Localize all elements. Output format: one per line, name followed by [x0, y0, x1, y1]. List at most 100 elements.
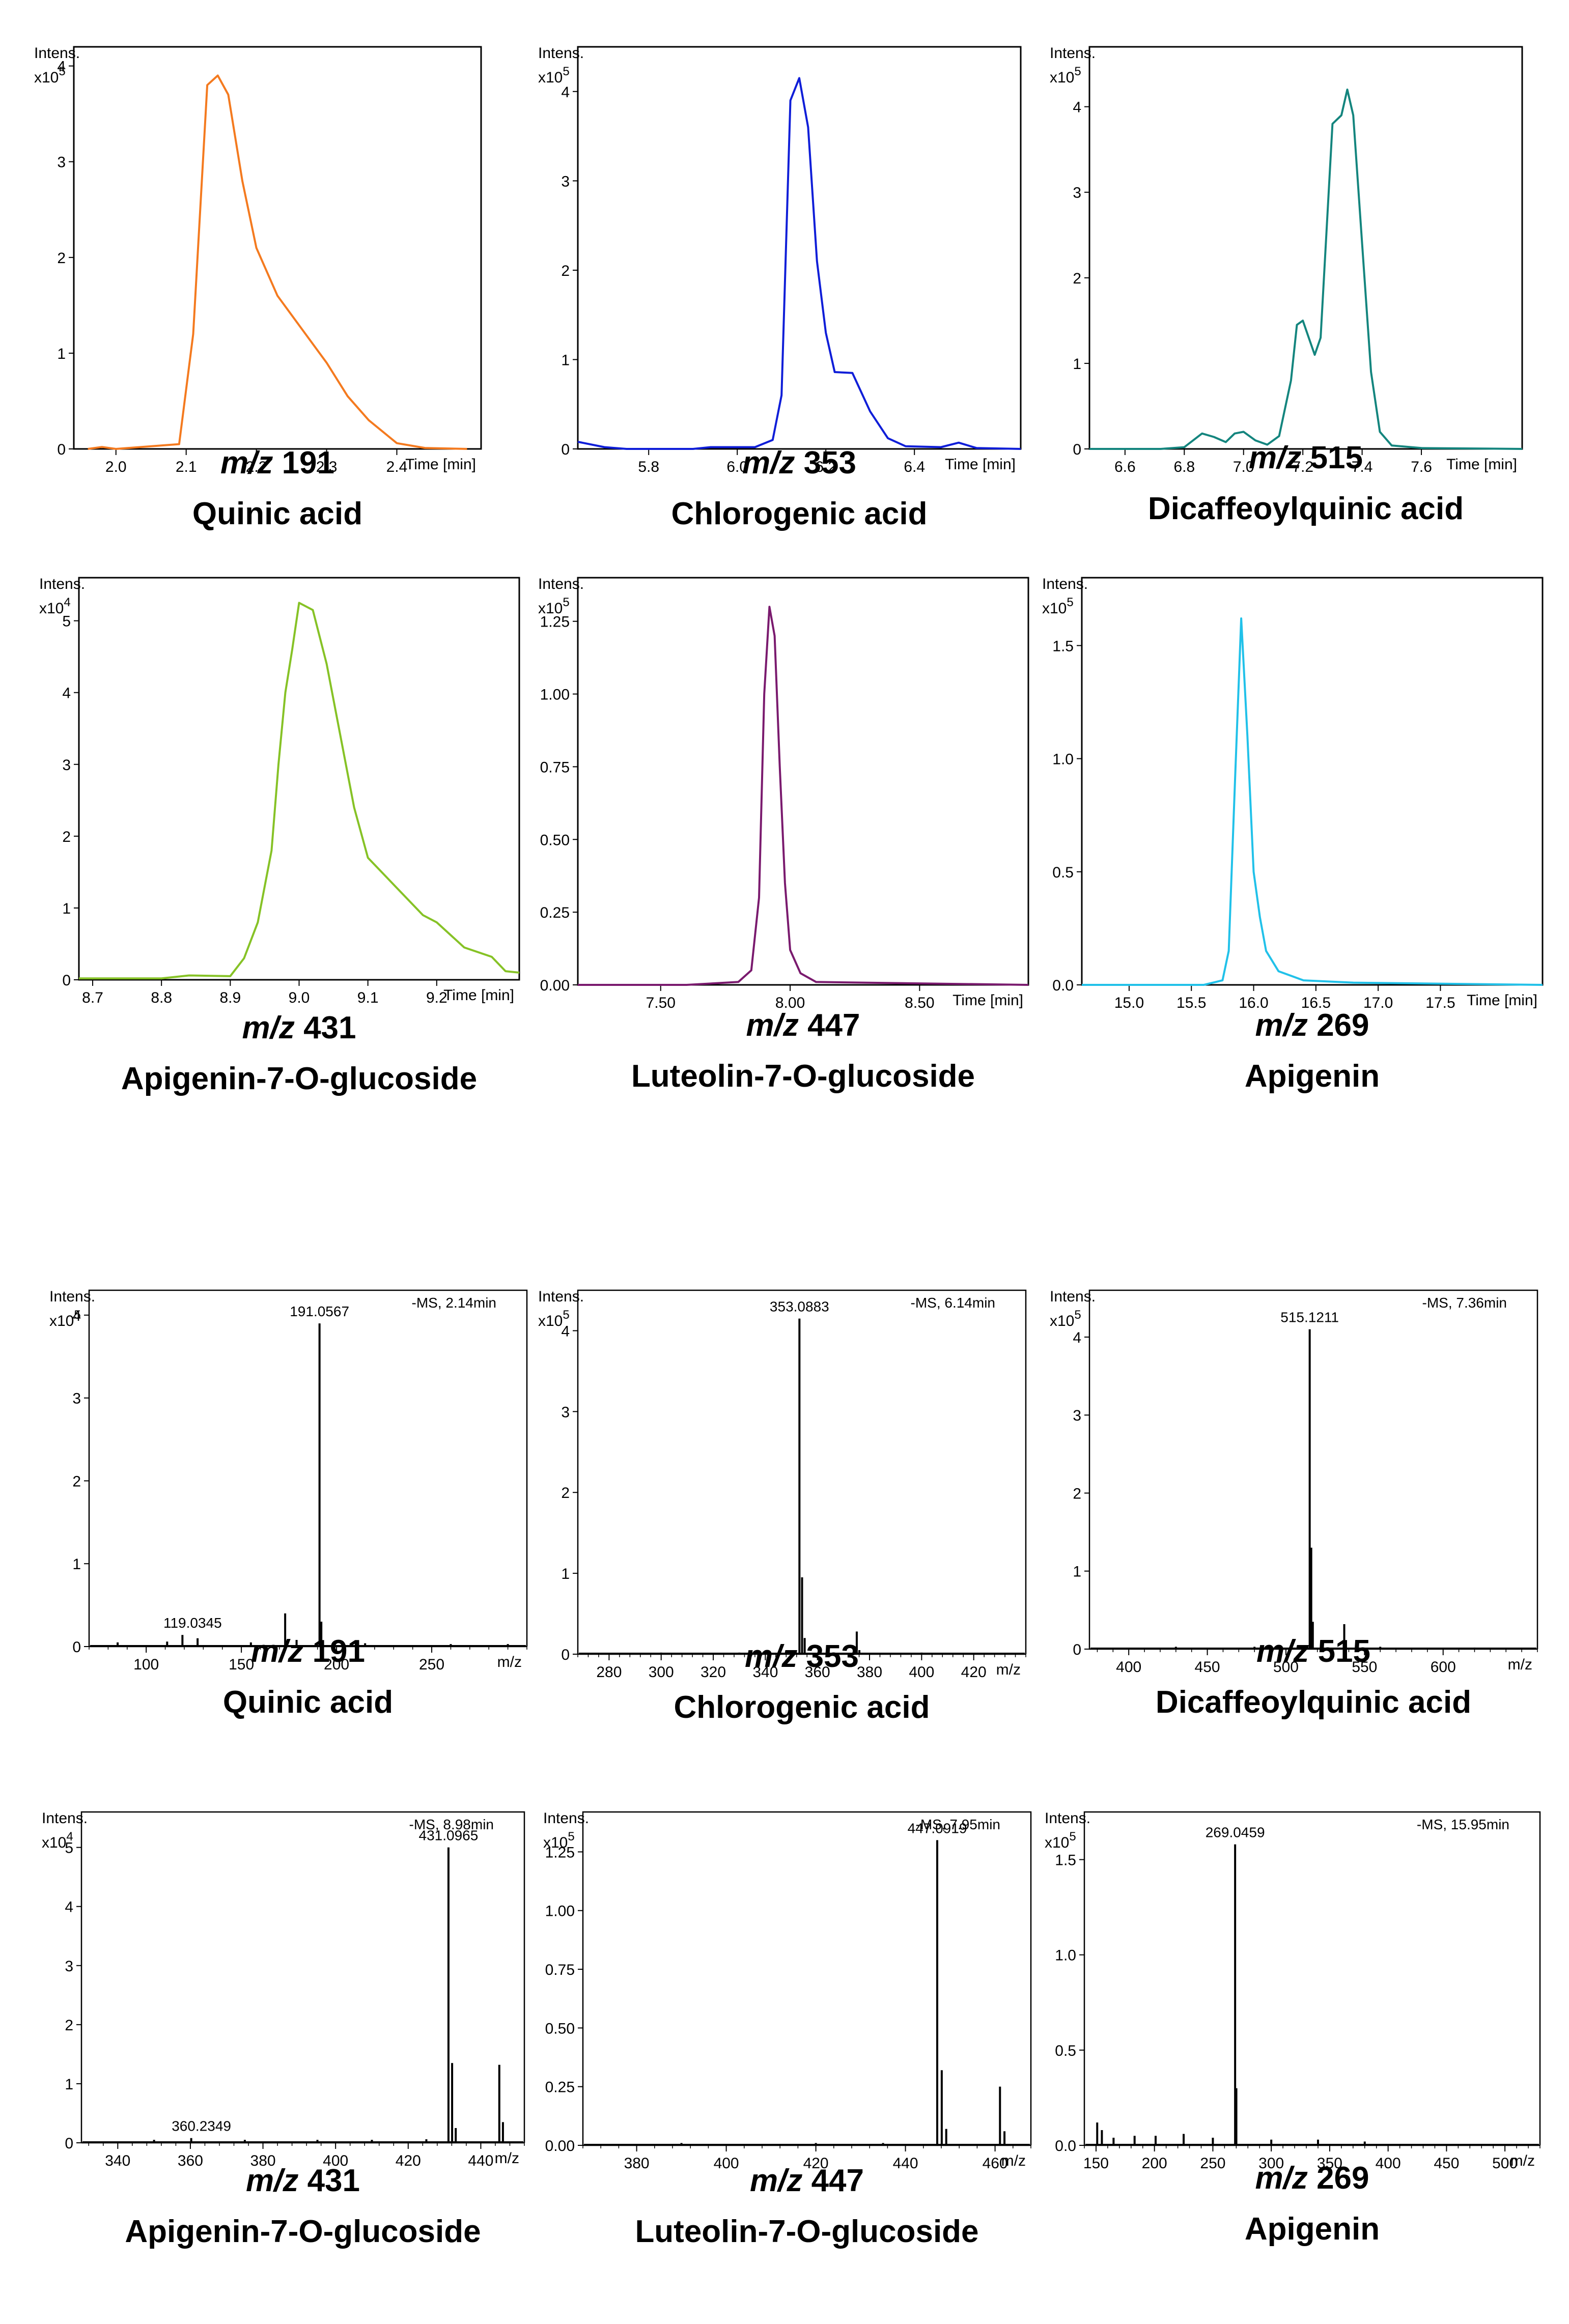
caption-mz-value: 353: [806, 1639, 859, 1674]
x-tick-label: 6.2: [815, 459, 836, 475]
peak-label: 447.0919: [908, 1820, 967, 1836]
x-axis-label: Time [min]: [405, 456, 476, 473]
chart-panel-12: Intens. x105 0.0 0.5 1.0 1.5 150 200 250 300 350 40…: [1045, 1810, 1541, 2247]
caption-mz: m/z 191: [251, 1634, 365, 1669]
y-exponent-power: 5: [563, 596, 569, 609]
caption-mz-value: 269: [1316, 2161, 1369, 2196]
y-exponent-power: 5: [568, 1830, 574, 1844]
caption-mz: m/z 431: [242, 1010, 356, 1045]
x-axis-label: Time [min]: [443, 987, 514, 1004]
y-tick-label: 2: [65, 2017, 73, 2034]
y-exponent-base: x10: [1045, 1834, 1069, 1851]
y-axis-exponent: x104: [39, 596, 71, 617]
caption-space: [298, 2163, 307, 2198]
x-tick-label: 7.0: [1233, 459, 1254, 475]
y-axis-exponent: x105: [538, 65, 570, 86]
caption-mz-value: 431: [307, 2163, 360, 2198]
y-tick-label: 1.5: [1055, 1852, 1076, 1869]
x-tick-label: 380: [624, 2155, 650, 2172]
chart-panel-8: Intens. x105 0 1 2 3 4 280 300 320 340 360 380 400 420…: [538, 1288, 1027, 1725]
y-tick-label: 2: [72, 1473, 81, 1490]
y-tick-label: 0.50: [540, 832, 570, 848]
caption-compound: Apigenin-7-O-glucoside: [121, 1061, 477, 1096]
y-axis-label: Intens.: [1050, 1288, 1096, 1305]
y-axis-exponent: x105: [1045, 1830, 1076, 1851]
plot-frame: [1083, 1811, 1541, 2145]
caption-mz-prefix: m/z: [1256, 1634, 1309, 1669]
scan-label: -MS, 6.14min: [911, 1295, 996, 1311]
y-tick-label: 1: [72, 1556, 81, 1573]
y-tick-label: 0: [1073, 1641, 1081, 1658]
caption-mz-value: 447: [811, 2163, 864, 2198]
caption-mz-prefix: m/z: [246, 2163, 298, 2198]
caption-space: [295, 1010, 303, 1045]
chart-panel-2: Intens. x105 0 1 2 3 4 5.8 6.0 6.2 6.4 Time [min] m/…: [538, 45, 1022, 531]
y-tick-label: 3: [1073, 1407, 1081, 1424]
x-tick-label: 300: [649, 1664, 674, 1681]
y-tick-label: 0: [57, 441, 66, 458]
y-tick-label: 3: [72, 1391, 81, 1407]
caption-space: [799, 1008, 807, 1043]
y-tick-label: 0: [561, 441, 570, 458]
caption-mz-prefix: m/z: [1249, 440, 1301, 475]
x-tick-label: 400: [323, 2152, 348, 2169]
x-tick-label: 250: [1200, 2155, 1225, 2172]
plot-frame: [1088, 46, 1523, 450]
y-tick-label: 1.0: [1055, 1947, 1076, 1964]
y-tick-label: 1: [1073, 356, 1081, 373]
y-tick-label: 3: [62, 757, 71, 774]
scan-label: -MS, 15.95min: [1417, 1817, 1509, 1832]
caption-mz-value: 431: [303, 1010, 356, 1045]
y-tick-label: 0.00: [545, 2138, 575, 2155]
y-tick-label: 5: [65, 1840, 73, 1857]
x-axis-label: m/z: [996, 1661, 1021, 1678]
caption-compound: Chlorogenic acid: [671, 496, 928, 531]
caption-space: [273, 445, 282, 480]
x-axis-label: m/z: [497, 1654, 522, 1670]
x-tick-label: 15.0: [1114, 995, 1144, 1011]
y-axis-label: Intens.: [49, 1288, 95, 1305]
y-tick-label: 1: [561, 352, 570, 369]
peak-label: 353.0883: [770, 1299, 829, 1315]
chart-panel-7: Intens. x105 0 1 2 3 4 100 150 200 250 m/z 191.0567 1…: [49, 1288, 528, 1720]
chart-panel-9: Intens. x105 0 1 2 3 4 400 450 500 550 600 m/z 515.12…: [1050, 1288, 1538, 1720]
x-tick-label: 420: [396, 2152, 421, 2169]
y-axis-label: Intens.: [34, 45, 80, 62]
caption-compound: Dicaffeoylquinic acid: [1148, 491, 1464, 526]
x-tick-label: 150: [1083, 2155, 1109, 2172]
x-axis-label: Time [min]: [1467, 992, 1537, 1009]
y-tick-label: 1.00: [545, 1903, 575, 1920]
x-tick-label: 200: [324, 1656, 349, 1673]
caption-mz-prefix: m/z: [251, 1634, 303, 1669]
y-tick-label: 0.0: [1052, 977, 1074, 994]
caption-compound: Dicaffeoylquinic acid: [1156, 1685, 1471, 1720]
y-tick-label: 1.25: [540, 614, 570, 631]
y-tick-label: 3: [1073, 185, 1081, 202]
caption-compound: Chlorogenic acid: [674, 1690, 930, 1725]
x-tick-label: 6.4: [904, 459, 925, 475]
x-tick-label: 8.50: [905, 995, 934, 1011]
scan-label: -MS, 8.98min: [409, 1817, 494, 1832]
y-tick-label: 1: [1073, 1564, 1081, 1580]
peak-label: 119.0345: [163, 1615, 222, 1631]
eic-trace: [578, 606, 1029, 986]
caption-mz: m/z 269: [1255, 1008, 1369, 1043]
x-tick-label: 9.2: [426, 989, 447, 1006]
caption-mz-value: 447: [807, 1008, 860, 1043]
caption-compound: Apigenin-7-O-glucoside: [125, 2214, 481, 2249]
plot-frame: [577, 46, 1022, 450]
x-tick-label: 380: [250, 2152, 276, 2169]
x-tick-label: 8.7: [82, 989, 103, 1006]
plot-frame: [78, 577, 520, 981]
y-tick-label: 1.00: [540, 687, 570, 703]
y-tick-label: 1: [561, 1566, 570, 1582]
caption-compound: Apigenin: [1245, 1059, 1380, 1094]
plot-frame: [73, 46, 482, 450]
chart-panel-3: Intens. x105 0 1 2 3 4 6.6 6.8 7.0 7.2 7.4 7.6 Time […: [1050, 45, 1523, 526]
x-axis-label: m/z: [495, 2150, 519, 2167]
y-tick-label: 0: [72, 1639, 81, 1656]
x-tick-label: 450: [1195, 1659, 1220, 1676]
y-tick-label: 3: [65, 1958, 73, 1975]
chart-panel-6: Intens. x105 0.0 0.5 1.0 1.5 15.0 15.5 16.0 16.5 1…: [1042, 576, 1544, 1094]
